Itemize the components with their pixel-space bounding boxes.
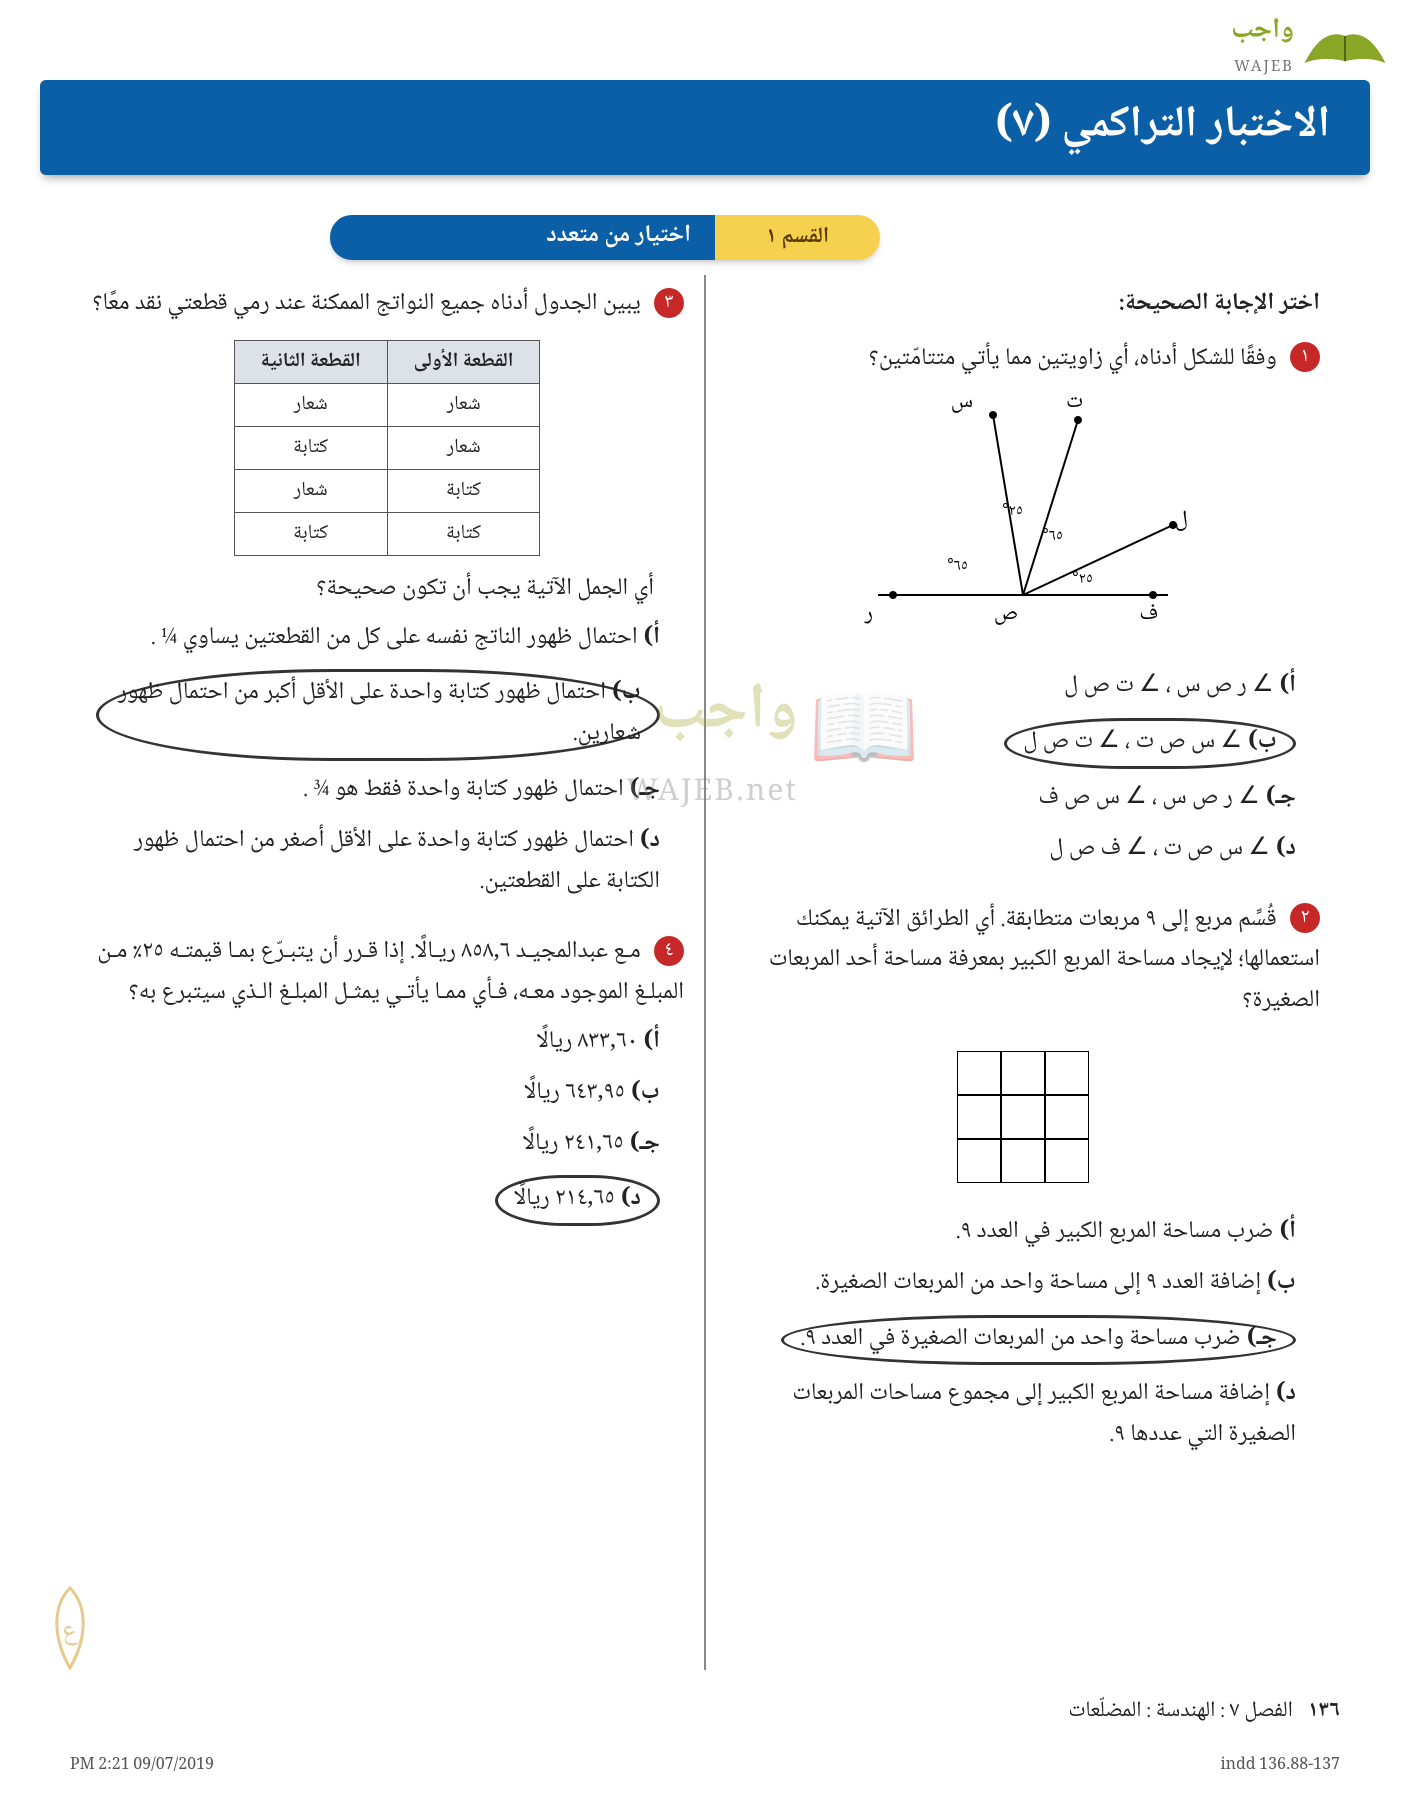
q4-opt-b: ب)٦٤٣,٩٥ ريالًا (90, 1072, 666, 1117)
q2-number: ٢ (1290, 903, 1320, 933)
q2-opt-d: د)إضافة مساحة المربع الكبير إلى مجموع مس… (726, 1373, 1302, 1459)
q3-opt-d: د)احتمال ظهور كتابة واحدة على الأقل أصغر… (90, 820, 666, 906)
indd-file: 88-137.indd 136 (1221, 1753, 1340, 1780)
q2-opt-b: ب)إضافة العدد ٩ إلى مساحة واحد من المربع… (726, 1262, 1302, 1307)
question-4: ٤ مـع عبدالمجيـد ٨٥٨,٦ ريـالًا. إذا قـرر… (90, 933, 684, 1228)
brand-sub: WAJEB (1231, 56, 1294, 82)
svg-text:ع: ع (62, 1611, 79, 1655)
q2-opt-a: أ)ضرب مساحة المربع الكبير في العدد ٩. (726, 1211, 1302, 1256)
section-header: القسم ١ اختيار من متعدد (330, 215, 880, 260)
watermark: 📖 واجب WAJEB.net (480, 660, 920, 820)
indd-timestamp: 09/07/2019 2:21 PM (70, 1753, 214, 1780)
svg-text:٢٥°: ٢٥° (1072, 567, 1093, 594)
q4-text: مـع عبدالمجيـد ٨٥٨,٦ ريـالًا. إذا قـرر أ… (97, 932, 684, 1014)
q4-opt-d: د)٢١٤,٦٥ ريالًا (90, 1173, 666, 1228)
watermark-domain: WAJEB.net (626, 769, 797, 820)
brand-logo: واجب WAJEB (1231, 8, 1390, 81)
page-number: ١٣٦ (1308, 1692, 1340, 1730)
question-2: ٢ قُسِّم مربع إلى ٩ مربعات متطابقة. أي ا… (726, 901, 1320, 1459)
watermark-word: واجب (626, 660, 797, 769)
content-columns: اختر الإجابة الصحيحة: ١ وفقًا للشكل أدنا… (70, 275, 1340, 1670)
q3-text: يبين الجدول أدناه جميع النواتج الممكنة ع… (92, 284, 640, 325)
q2-text: قُسِّم مربع إلى ٩ مربعات متطابقة. أي الط… (769, 900, 1320, 1023)
book-icon (1300, 15, 1390, 75)
svg-text:ص: ص (994, 595, 1018, 633)
section-title: اختيار من متعدد (330, 217, 715, 258)
side-emblem: ع (40, 1583, 100, 1690)
q4-opt-c: جـ)٢٤١,٦٥ ريالًا (90, 1123, 666, 1168)
page-title: الاختبار التراكمي (٧) (995, 90, 1330, 165)
q1-opt-d: د)∠ س ص ت ، ∠ ف ص ل (726, 828, 1302, 873)
q3-opt-a: أ)احتمال ظهور الناتج نفسه على كل من القط… (90, 617, 666, 662)
q4-options: أ)٨٣٣,٦٠ ريالًا ب)٦٤٣,٩٥ ريالًا جـ)٢٤١,٦… (90, 1021, 666, 1228)
q3-number: ٣ (654, 288, 684, 318)
svg-text:ف: ف (1139, 595, 1158, 633)
q1-diagram: ل ت س ف ر ص ٢٥° ٦٥° ٢٥° ٦٥° (726, 395, 1320, 652)
svg-text:ل: ل (1175, 501, 1188, 539)
svg-text:ت: ت (1066, 395, 1083, 421)
q2-opt-c: جـ)ضرب مساحة واحد من المربعات الصغيرة في… (726, 1313, 1302, 1368)
q3-subquestion: أي الجمل الآتية يجب أن تكون صحيحة؟ (90, 570, 654, 611)
right-column: اختر الإجابة الصحيحة: ١ وفقًا للشكل أدنا… (706, 275, 1340, 1670)
q4-number: ٤ (654, 936, 684, 966)
q2-grid (726, 1037, 1320, 1197)
svg-text:٢٥°: ٢٥° (1002, 499, 1023, 526)
section-number: القسم ١ (715, 219, 880, 256)
q3-table: القطعة الأولىالقطعة الثانية شعارشعار شعا… (234, 340, 541, 556)
svg-text:س: س (951, 395, 973, 421)
svg-text:ر: ر (864, 595, 874, 633)
watermark-book-icon: 📖 (808, 663, 920, 816)
q4-opt-a: أ)٨٣٣,٦٠ ريالًا (90, 1021, 666, 1066)
page-footer: ١٣٦ الفصل ٧ : الهندسة : المضلّعات (1068, 1693, 1340, 1730)
instruction: اختر الإجابة الصحيحة: (726, 285, 1320, 326)
left-column: ٣ يبين الجدول أدناه جميع النواتج الممكنة… (70, 275, 704, 1670)
svg-text:٦٥°: ٦٥° (1042, 524, 1063, 551)
page-title-bar: الاختبار التراكمي (٧) (40, 80, 1370, 175)
chapter-label: الفصل ٧ : الهندسة : المضلّعات (1068, 1692, 1293, 1730)
q1-text: وفقًا للشكل أدناه، أي زاويتين مما يأتي م… (869, 339, 1277, 380)
q2-options: أ)ضرب مساحة المربع الكبير في العدد ٩. ب)… (726, 1211, 1302, 1459)
q1-number: ١ (1290, 342, 1320, 372)
column-divider (704, 275, 706, 1670)
brand-word: واجب (1231, 8, 1294, 56)
svg-text:٦٥°: ٦٥° (947, 554, 968, 581)
